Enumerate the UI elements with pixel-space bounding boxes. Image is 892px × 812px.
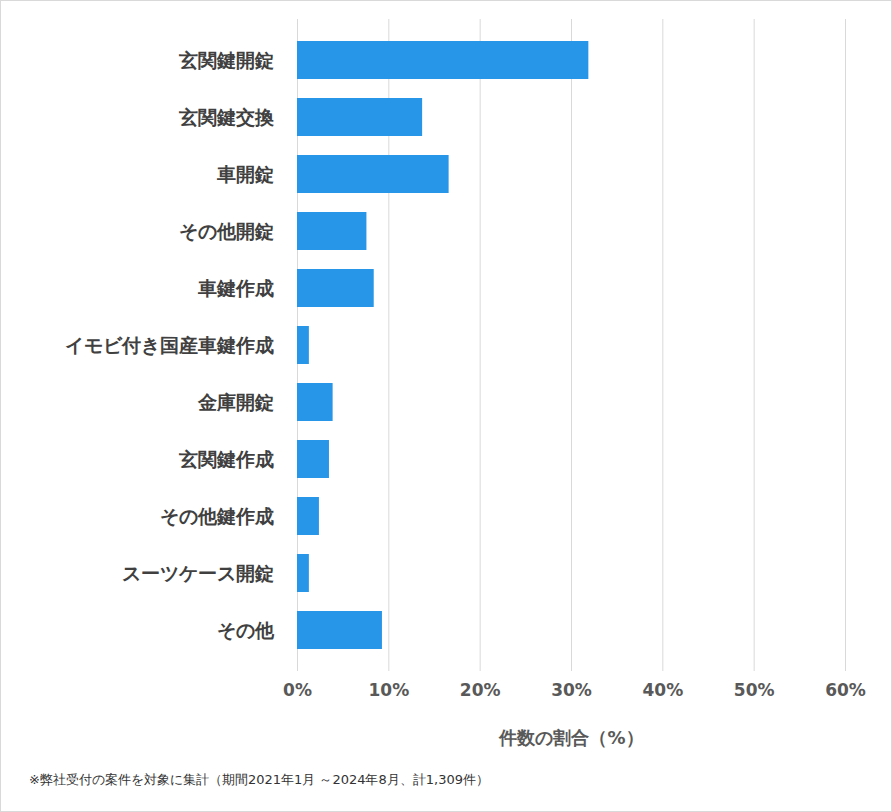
svg-text:その他開錠: その他開錠 [179,220,274,242]
svg-text:0%: 0% [283,680,312,700]
svg-text:車開錠: 車開錠 [216,163,274,185]
svg-text:その他: その他 [217,619,275,641]
svg-text:50%: 50% [734,680,775,700]
svg-text:20%: 20% [460,680,501,700]
svg-text:30%: 30% [551,680,592,700]
svg-text:10%: 10% [368,680,409,700]
html-text:※弊社受付の案件を対象に集計（期間2021年1月 ～2024: ※弊社受付の案件を対象に集計（期間2021年1月 ～2024年8月、計1,309… [29,772,489,787]
svg-text:スーツケース開錠: スーツケース開錠 [122,562,274,584]
svg-text:40%: 40% [642,680,683,700]
svg-text:玄関鍵開錠: 玄関鍵開錠 [178,49,274,71]
svg-text:イモビ付き国産車鍵作成: イモビ付き国産車鍵作成 [65,334,274,356]
svg-text:60%: 60% [825,680,866,700]
svg-text:玄関鍵交換: 玄関鍵交換 [178,106,275,128]
svg-text:玄関鍵作成: 玄関鍵作成 [178,448,274,470]
svg-text:金庫開錠: 金庫開錠 [197,391,274,413]
svg-text:件数の割合（%）: 件数の割合（%） [498,727,643,748]
svg-text:その他鍵作成: その他鍵作成 [160,505,274,527]
svg-text:車鍵作成: 車鍵作成 [197,277,274,299]
